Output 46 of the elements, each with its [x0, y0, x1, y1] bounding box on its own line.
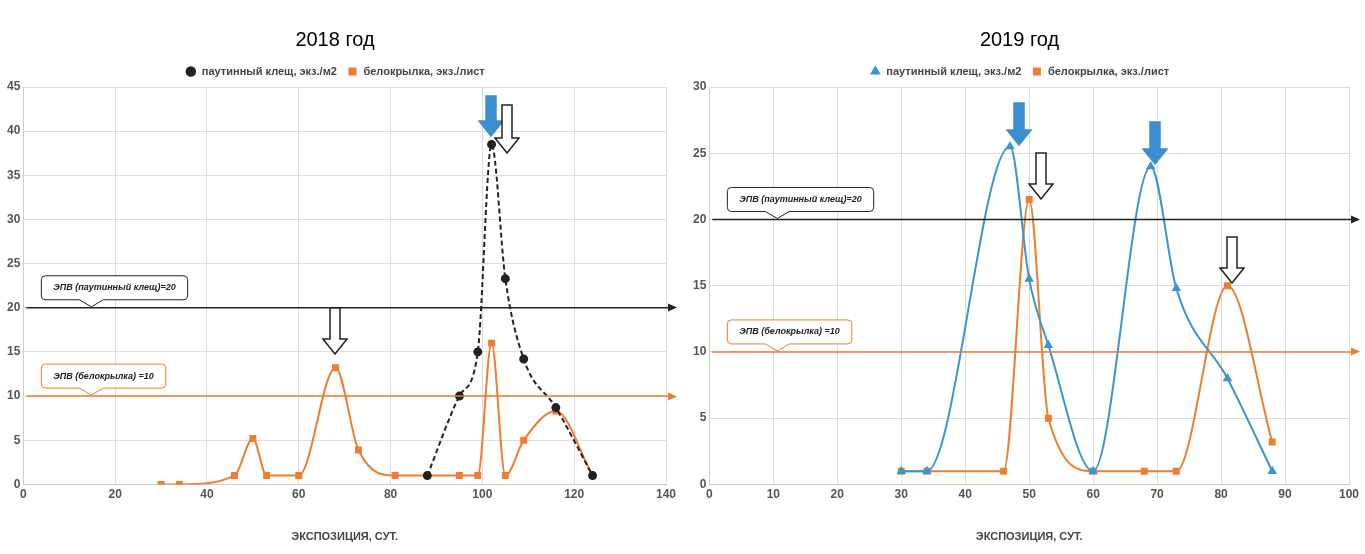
x-tick-label: 100 — [472, 486, 493, 501]
y-tick-label: 5 — [13, 432, 21, 447]
y-tick-label: 25 — [6, 255, 21, 270]
ref-line-label: ЭПВ (белокрылка) =10 — [53, 370, 154, 381]
x-tick-label: 60 — [292, 486, 306, 501]
y-tick-label: 5 — [699, 410, 707, 425]
x-tick-label: 40 — [200, 486, 214, 501]
x-axis-title: ЭКСПОЗИЦИЯ, СУТ. — [975, 530, 1083, 543]
y-tick-label: 15 — [692, 278, 707, 293]
x-tick-label: 40 — [958, 486, 973, 501]
legend-label: белокрылка, экз./лист — [1047, 64, 1170, 77]
x-tick-label: 80 — [383, 486, 398, 501]
x-tick-label: 30 — [894, 486, 909, 501]
y-tick-label: 30 — [692, 79, 707, 94]
ref-line-label: ЭПВ (паутинный клещ)=20 — [739, 193, 862, 204]
x-tick-label: 10 — [766, 486, 781, 501]
x-axis-title: ЭКСПОЗИЦИЯ, СУТ. — [291, 530, 399, 543]
legend-label: паутинный клещ, экз./м2 — [201, 64, 337, 77]
y-tick-label: 30 — [6, 211, 21, 226]
x-tick-label: 20 — [108, 486, 123, 501]
legend-label: паутинный клещ, экз./м2 — [886, 64, 1022, 77]
x-tick-label: 100 — [1338, 486, 1360, 501]
y-tick-label: 15 — [6, 344, 21, 359]
y-tick-label: 10 — [692, 344, 707, 359]
y-tick-label: 0 — [13, 476, 21, 491]
ref-line-label: ЭПВ (паутинный клещ)=20 — [53, 282, 176, 293]
x-tick-label: 80 — [1214, 486, 1229, 501]
chart-title: 2018 год — [295, 27, 375, 50]
x-tick-label: 50 — [1022, 486, 1037, 501]
y-tick-label: 25 — [692, 145, 707, 160]
x-tick-label: 20 — [830, 486, 845, 501]
y-tick-label: 45 — [6, 79, 21, 94]
y-tick-label: 40 — [6, 123, 21, 138]
x-tick-label: 90 — [1278, 486, 1293, 501]
y-tick-label: 0 — [699, 476, 707, 491]
y-tick-label: 20 — [692, 211, 707, 226]
x-tick-label: 120 — [564, 486, 585, 501]
y-tick-label: 35 — [6, 167, 21, 182]
legend-label: белокрылка, экз./лист — [363, 64, 486, 77]
x-tick-label: 70 — [1150, 486, 1165, 501]
ref-line-label: ЭПВ (белокрылка) =10 — [739, 326, 840, 337]
y-tick-label: 20 — [6, 300, 21, 315]
chart-title: 2019 год — [979, 27, 1060, 50]
x-tick-label: 60 — [1086, 486, 1101, 501]
y-tick-label: 10 — [6, 388, 21, 403]
x-tick-label: 140 — [655, 486, 677, 501]
